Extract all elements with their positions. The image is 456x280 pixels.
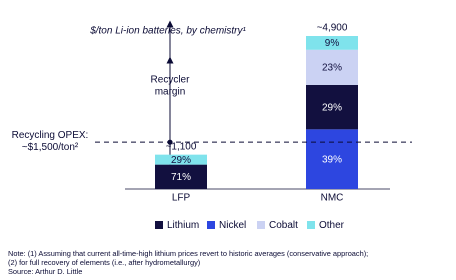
bar-segment [306, 84, 358, 130]
reference-label: Recycling OPEX: [12, 130, 89, 141]
segment-label: 23% [322, 63, 342, 74]
legend-swatch [207, 221, 215, 229]
legend-label: Lithium [167, 220, 199, 231]
note: Note: (1) Assuming that current all-time… [8, 249, 368, 258]
reference-label: ~$1,500/ton² [22, 142, 79, 153]
total-label: ~1,100 [166, 141, 197, 152]
x-tick-label: NMC [321, 193, 344, 204]
x-tick-label: LFP [172, 193, 191, 204]
bar-segment [306, 36, 358, 50]
legend-label: Cobalt [269, 220, 298, 231]
bar-segment [155, 164, 207, 189]
bar-segment [306, 49, 358, 85]
bar-segment [155, 154, 207, 165]
note: (2) for full recovery of elements (i.e.,… [8, 258, 200, 267]
legend-label: Other [319, 220, 345, 231]
segment-label: 9% [325, 38, 340, 49]
segment-label: 29% [322, 102, 342, 113]
legend-swatch [307, 221, 315, 229]
segment-label: 71% [171, 172, 191, 183]
segment-label: 39% [322, 154, 342, 165]
total-label: ~4,900 [317, 23, 348, 34]
annotation: margin [155, 87, 186, 98]
note: Source: Arthur D. Little [8, 267, 82, 276]
annotation: Recycler [151, 75, 191, 86]
bar-segment [306, 129, 358, 189]
segment-label: 29% [171, 155, 191, 166]
legend-swatch [155, 221, 163, 229]
legend-label: Nickel [219, 220, 246, 231]
legend-swatch [257, 221, 265, 229]
chart-title: $/ton Li-ion batteries, by chemistry¹ [89, 26, 246, 37]
